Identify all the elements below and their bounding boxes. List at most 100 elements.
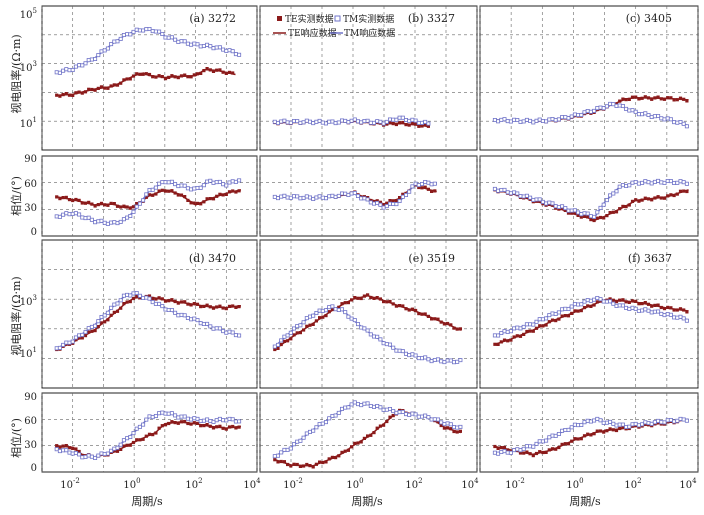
panel-a-tm-rho-point [153, 29, 158, 34]
panel-e-tm-rho-point [439, 359, 444, 364]
panel-b-tm-rho-point [336, 120, 341, 125]
panel-d-tm-phase-point [128, 434, 133, 439]
panel-a-tm-phase-point [217, 179, 222, 184]
panel-f-te-rho-point [573, 309, 577, 313]
panel-e-te-rho-point [330, 307, 334, 312]
panel-d-te-rho-point [160, 297, 164, 301]
panel-d-tm-rho-point [230, 330, 235, 335]
panel-f-tm-rho-point [611, 301, 616, 306]
panel-f-tm-rho-point [624, 305, 629, 310]
panel-b-tm-rho-point [311, 121, 316, 126]
panel-e-tm-phase-point [403, 412, 408, 417]
panel-c-tm-rho-point [518, 119, 523, 124]
panel-c-tm-rho-point [515, 118, 520, 123]
panel-c-tm-phase-point [579, 212, 584, 217]
panel-c-tm-phase-point [502, 187, 507, 192]
panel-c-te-rho-point [624, 98, 628, 102]
panel-d-tm-phase-point [153, 413, 158, 418]
phase-axis-label-top: 相位/(°) [9, 176, 23, 216]
panel-f-te-rho-point [592, 303, 596, 307]
panel-b-tm-phase-point [400, 194, 405, 199]
panel-d-te-rho-point [90, 329, 94, 333]
panel-f-te-rho-point [566, 314, 571, 318]
panel-e-te-rho-point [356, 296, 360, 300]
panel-d-te-rho-point [93, 329, 97, 333]
panel-e-te-phase-point [346, 448, 350, 452]
panel-f-te-rho-point [646, 302, 651, 306]
panel-a-te-rho-point [231, 71, 235, 75]
panel-a-tm-phase-point [77, 212, 82, 217]
panel-b-tm-rho-point [410, 117, 415, 122]
panel-c-te-rho-point [650, 97, 654, 101]
panel-e-tm-phase-point [343, 405, 348, 410]
panel-b-tm-rho-point [387, 117, 392, 122]
panel-b-tm-rho-point [323, 121, 328, 126]
legend-te-resp-label: TE响应数据 [288, 27, 337, 39]
panel-e-tm-phase-point [416, 414, 421, 419]
panel-e-te-phase-point [382, 423, 386, 427]
panel-c-te-phase-point [560, 206, 564, 211]
panel-b-tm-phase-point [336, 193, 341, 198]
panel-b-tm-phase-point [419, 181, 424, 186]
panel-e-tm-phase-point [378, 405, 383, 410]
panel-c-tm-phase-point [678, 179, 683, 184]
panel-a-te-phase-point [221, 193, 225, 197]
panel-c-tm-rho-point [569, 114, 574, 119]
panel-c-te-rho-point [659, 97, 663, 101]
panel-a-tm-phase-point [214, 180, 219, 185]
panel-d-tm-phase-point [64, 448, 69, 453]
panel-d-tm-phase-point [237, 419, 242, 424]
panel-b-te-phase-point [423, 185, 427, 189]
panel-e-te-phase-point [337, 454, 341, 458]
panel-f-te-rho-point [550, 318, 555, 322]
panel-e-tm-rho-point [323, 308, 328, 313]
panel-a-tm-rho-point [57, 70, 62, 75]
panel-e-tm-phase-point [442, 422, 447, 427]
x-tick-label: 10-2 [505, 477, 525, 491]
panel-d-te-phase-point [125, 443, 129, 447]
panel-c-te-phase-point [570, 211, 574, 215]
panel-f-tm-phase-point [556, 431, 561, 436]
panel-f-te-phase-point [576, 437, 580, 441]
panel-a-te-phase-point [67, 198, 72, 202]
panel-e-tm-rho-point [362, 326, 367, 331]
panel-e-tm-phase-point [407, 412, 412, 417]
panel-c-tm-rho-point [608, 101, 613, 106]
panel-a-te-phase-point [186, 198, 190, 202]
panel-e-te-phase-point [372, 431, 376, 435]
panel-e-te-rho-point [286, 339, 290, 343]
panel-c-te-phase-point [650, 198, 654, 202]
panel-e-tm-phase-point [445, 421, 450, 426]
panel-d-tm-phase-point [112, 446, 117, 451]
panel-c-tm-rho-point [537, 117, 542, 122]
panel-d-te-phase-point [77, 449, 81, 454]
panel-f-tm-rho-point [601, 299, 606, 304]
panel-a-te-rho-point [211, 69, 216, 73]
panel-d-te-rho-point [128, 300, 132, 304]
panel-d-te-rho-point [147, 294, 152, 298]
panel-e-te-phase-point [286, 462, 290, 467]
panel-f-tm-phase-point [547, 435, 552, 440]
panel-d-te-phase-point [186, 421, 190, 426]
panel-c-te-phase-point [602, 216, 606, 220]
panel-a-tm-phase-point [198, 185, 203, 190]
panel-c-tm-phase-point [588, 214, 593, 219]
panel-c-tm-rho-point [668, 117, 673, 122]
panel-a-tm-rho-point [70, 68, 75, 73]
panel-a-tm-rho-point [185, 41, 190, 46]
panel-a-tm-rho-response-line [56, 28, 242, 74]
panel-f-te-phase-point [614, 428, 619, 433]
panel-c-te-phase-point [605, 214, 609, 218]
panel-c-tm-rho-point [611, 102, 616, 107]
panel-e-tm-rho-point [448, 358, 453, 363]
panel-f-tm-rho-point [640, 308, 645, 313]
panel-a-tm-rho-point [227, 48, 232, 53]
panel-f-tm-phase-point [646, 420, 651, 425]
panel-c-tm-phase-point [582, 211, 587, 216]
panel-b-te-phase-point [426, 187, 430, 191]
panel-e-tm-rho-point [320, 308, 325, 313]
panel-f-te-rho-point [682, 308, 686, 312]
panel-f-te-phase-point [582, 434, 587, 438]
panel-b-tm-phase-point [416, 183, 421, 188]
